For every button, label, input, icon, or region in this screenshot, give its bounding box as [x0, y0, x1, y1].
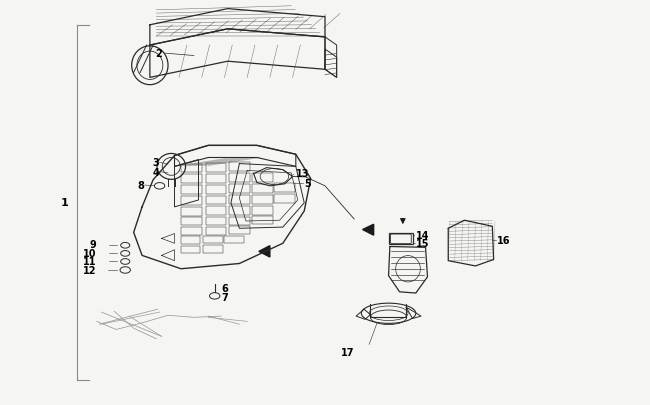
Bar: [205, 207, 226, 216]
Text: 2: 2: [155, 49, 162, 59]
Text: 10: 10: [83, 248, 97, 258]
Bar: [229, 217, 250, 225]
Bar: [252, 184, 273, 193]
Polygon shape: [363, 225, 374, 236]
Bar: [205, 163, 226, 172]
Bar: [274, 195, 295, 204]
Bar: [205, 227, 226, 235]
Bar: [224, 236, 244, 243]
Text: 14: 14: [416, 230, 429, 241]
Bar: [205, 185, 226, 194]
Bar: [274, 184, 295, 193]
Bar: [203, 246, 222, 253]
Bar: [252, 173, 273, 182]
Text: 16: 16: [497, 236, 510, 246]
Text: 17: 17: [341, 347, 354, 357]
Text: 5: 5: [304, 178, 311, 188]
Text: 1: 1: [60, 198, 68, 207]
Bar: [205, 217, 226, 226]
Bar: [229, 196, 250, 205]
Bar: [181, 175, 202, 184]
Bar: [252, 206, 273, 215]
Text: 11: 11: [83, 256, 97, 266]
Bar: [181, 164, 202, 173]
Bar: [205, 174, 226, 183]
Bar: [252, 217, 273, 225]
Bar: [229, 227, 250, 235]
Text: 3: 3: [153, 158, 160, 168]
Text: 15: 15: [416, 239, 429, 249]
Bar: [229, 174, 250, 183]
Bar: [229, 207, 250, 215]
Text: 12: 12: [83, 265, 97, 275]
Text: 9: 9: [90, 240, 97, 250]
Text: 4: 4: [153, 167, 160, 177]
Bar: [181, 207, 202, 216]
Text: 13: 13: [296, 168, 309, 179]
Bar: [229, 163, 250, 172]
Bar: [181, 196, 202, 205]
Bar: [229, 185, 250, 194]
Text: 6: 6: [221, 283, 228, 293]
Polygon shape: [259, 246, 270, 258]
Bar: [181, 237, 200, 244]
Bar: [389, 234, 413, 245]
Bar: [203, 237, 222, 244]
Text: 8: 8: [138, 181, 145, 190]
Bar: [252, 195, 273, 204]
Bar: [181, 246, 200, 254]
Bar: [181, 218, 202, 226]
Bar: [181, 228, 202, 236]
Bar: [205, 196, 226, 205]
Bar: [181, 185, 202, 194]
Text: 7: 7: [221, 292, 228, 303]
